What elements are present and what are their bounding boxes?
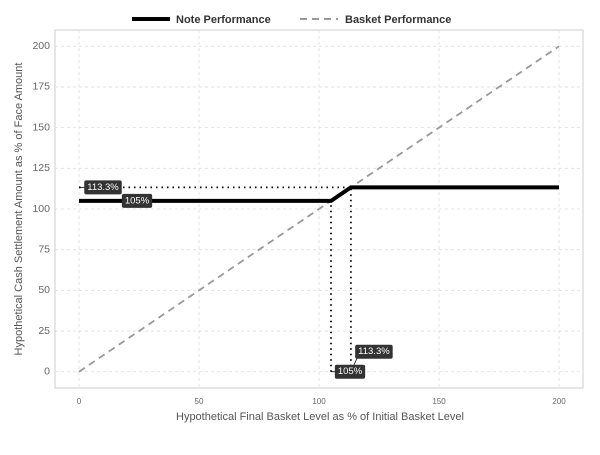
annotation-label: 113.3% xyxy=(358,346,390,357)
annotation-box xyxy=(84,180,122,195)
x-tick-label: 150 xyxy=(432,397,446,406)
annotation-label: 105% xyxy=(125,195,150,206)
y-tick-label: 175 xyxy=(32,81,50,93)
x-tick-label: 50 xyxy=(195,397,204,406)
y-tick-label: 75 xyxy=(38,243,50,255)
series-line xyxy=(79,185,559,203)
y-tick-label: 100 xyxy=(32,203,50,215)
annotation-box xyxy=(355,344,393,359)
y-tick-label: 0 xyxy=(44,366,50,378)
y-tick-label: 200 xyxy=(32,40,50,52)
annotation-box xyxy=(121,193,153,208)
y-tick-label: 150 xyxy=(32,121,50,133)
x-axis-title: Hypothetical Final Basket Level as % of … xyxy=(176,411,464,423)
y-axis-title: Hypothetical Cash Settlement Amount as %… xyxy=(13,63,25,356)
x-tick-label: 0 xyxy=(77,397,82,406)
y-tick-label: 50 xyxy=(38,284,50,296)
x-tick-label: 200 xyxy=(552,397,566,406)
y-tick-label: 25 xyxy=(38,325,50,337)
x-tick-label: 100 xyxy=(312,397,326,406)
legend-label: Basket Performance xyxy=(345,14,451,26)
legend-label: Note Performance xyxy=(176,14,271,26)
annotation-label: 105% xyxy=(338,366,363,377)
annotation-box xyxy=(334,364,366,379)
y-tick-label: 125 xyxy=(32,162,50,174)
series-line xyxy=(78,45,560,373)
annotation-label: 113.3% xyxy=(87,182,119,193)
